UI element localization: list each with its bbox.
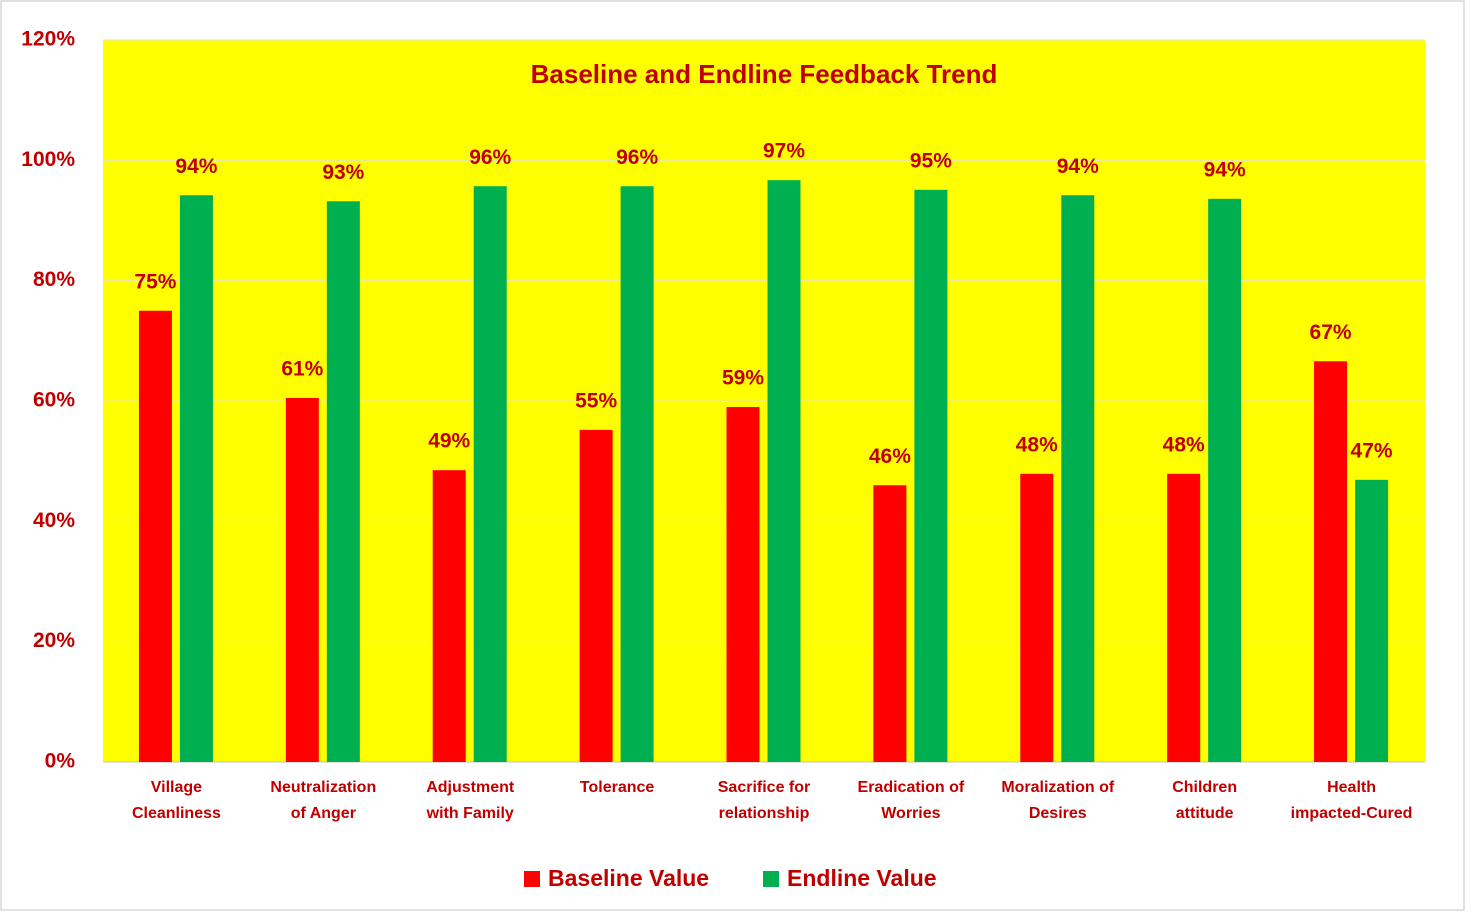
- bar: [473, 186, 507, 762]
- bar: [1208, 198, 1242, 763]
- legend-swatch: [763, 871, 779, 887]
- bar: [726, 407, 760, 762]
- data-label: 94%: [1204, 158, 1246, 181]
- data-label: 94%: [175, 155, 217, 178]
- y-tick-label: 20%: [33, 629, 75, 652]
- legend-label: Baseline Value: [548, 865, 709, 891]
- bar: [138, 310, 172, 762]
- y-tick-label: 100%: [21, 148, 75, 171]
- data-label: 67%: [1310, 321, 1352, 344]
- bar: [1355, 479, 1389, 762]
- x-tick-label: Neutralization of Anger: [270, 779, 377, 822]
- y-tick-label: 0%: [45, 750, 76, 773]
- bar: [179, 195, 213, 763]
- y-tick-label: 120%: [21, 28, 75, 51]
- data-label: 93%: [322, 161, 364, 184]
- chart-title: Baseline and Endline Feedback Trend: [531, 59, 998, 89]
- bar: [579, 429, 613, 762]
- bar: [285, 397, 319, 762]
- data-label: 96%: [616, 146, 658, 169]
- y-tick-label: 40%: [33, 509, 75, 532]
- bar: [432, 470, 466, 762]
- legend-label: Endline Value: [787, 865, 937, 891]
- data-label: 94%: [1057, 155, 1099, 178]
- bar: [620, 186, 654, 762]
- data-label: 55%: [575, 389, 617, 412]
- x-tick-label: Sacrifice for relationship: [717, 779, 811, 822]
- data-label: 96%: [469, 146, 511, 169]
- x-tick-label: Health impacted-Cured: [1290, 779, 1413, 822]
- x-tick-label: Children attitude: [1172, 779, 1238, 822]
- bar: [873, 485, 907, 762]
- data-label: 49%: [428, 430, 470, 453]
- data-label: 48%: [1016, 433, 1058, 456]
- bar: [1167, 473, 1201, 762]
- data-label: 48%: [1163, 433, 1205, 456]
- bar: [1020, 473, 1054, 762]
- bar: [1314, 361, 1348, 762]
- y-tick-label: 60%: [33, 389, 75, 412]
- x-tick-label: Village Cleanliness: [131, 779, 221, 822]
- x-tick-label: Eradication of Worries: [857, 779, 965, 822]
- data-label: 75%: [134, 270, 176, 293]
- data-label: 59%: [722, 367, 764, 390]
- bar: [914, 189, 948, 762]
- data-label: 46%: [869, 445, 911, 468]
- data-label: 97%: [763, 140, 805, 163]
- legend-swatch: [524, 871, 540, 887]
- bar: [767, 180, 801, 762]
- data-label: 47%: [1351, 439, 1393, 462]
- bar: [326, 201, 360, 762]
- bar: [1061, 195, 1095, 763]
- x-tick-label: Adjustment with Family: [426, 779, 515, 822]
- x-tick-label: Tolerance: [579, 779, 655, 796]
- x-tick-label: Moralization of Desires: [1001, 779, 1115, 822]
- data-label: 61%: [281, 358, 323, 381]
- data-label: 95%: [910, 149, 952, 172]
- y-tick-label: 80%: [33, 268, 75, 291]
